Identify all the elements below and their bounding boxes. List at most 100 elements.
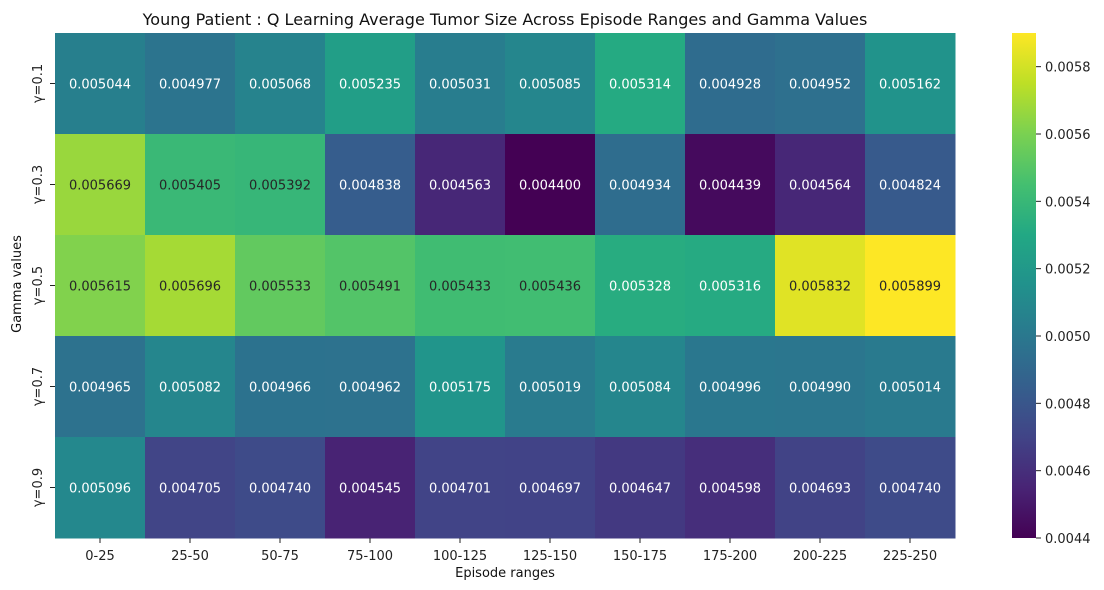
cell-value-label: 0.004563 — [429, 179, 491, 194]
heatmap-cells: 0.005044 0.004977 0.005068 0.005235 0.005031… — [55, 33, 956, 539]
chart-title: Young Patient : Q Learning Average Tumor… — [142, 10, 868, 29]
heatmap-cell — [775, 336, 866, 438]
cell-value-label: 0.005491 — [339, 280, 401, 295]
colorbar-tick-label: 0.0056 — [1045, 128, 1091, 143]
x-tick-label: 50-75 — [261, 549, 299, 564]
heatmap-cell — [415, 33, 506, 135]
cell-value-label: 0.005696 — [159, 280, 221, 295]
colorbar-tick-label: 0.0054 — [1045, 195, 1091, 210]
x-tick-label: 75-100 — [347, 549, 393, 564]
cell-value-label: 0.004439 — [699, 179, 761, 194]
colorbar — [1012, 33, 1036, 538]
heatmap-cell — [595, 33, 686, 135]
heatmap-cell — [415, 235, 506, 337]
heatmap-cell — [415, 134, 506, 236]
y-tick-label: γ=0.3 — [31, 165, 46, 204]
cell-value-label: 0.005175 — [429, 381, 491, 396]
heatmap-cell — [145, 235, 236, 337]
x-tick-label: 0-25 — [85, 549, 115, 564]
x-tick-label: 150-175 — [613, 549, 667, 564]
cell-value-label: 0.004966 — [249, 381, 311, 396]
cell-value-label: 0.004697 — [519, 482, 581, 497]
cell-value-label: 0.005014 — [879, 381, 941, 396]
cell-value-label: 0.005235 — [339, 78, 401, 93]
heatmap-cell — [865, 134, 956, 236]
y-axis-ticks: γ=0.1 γ=0.3 γ=0.5 γ=0.7 γ=0.9 — [31, 64, 55, 507]
cell-value-label: 0.005084 — [609, 381, 671, 396]
heatmap-cell — [685, 33, 776, 135]
colorbar-tick-label: 0.0048 — [1045, 397, 1091, 412]
cell-value-label: 0.005615 — [69, 280, 131, 295]
heatmap-cell — [55, 235, 146, 337]
heatmap-cell — [145, 437, 236, 539]
cell-value-label: 0.004705 — [159, 482, 221, 497]
cell-value-label: 0.005044 — [69, 78, 131, 93]
heatmap-cell — [505, 33, 596, 135]
cell-value-label: 0.005019 — [519, 381, 581, 396]
heatmap-cell — [595, 437, 686, 539]
cell-value-label: 0.005433 — [429, 280, 491, 295]
cell-value-label: 0.005082 — [159, 381, 221, 396]
cell-value-label: 0.005899 — [879, 280, 941, 295]
heatmap-cell — [505, 134, 596, 236]
x-tick-label: 25-50 — [171, 549, 209, 564]
cell-value-label: 0.005436 — [519, 280, 581, 295]
x-tick-label: 200-225 — [793, 549, 847, 564]
x-tick-label: 225-250 — [883, 549, 937, 564]
cell-value-label: 0.005405 — [159, 179, 221, 194]
cell-value-label: 0.004965 — [69, 381, 131, 396]
heatmap-cell — [55, 336, 146, 438]
heatmap-cell — [595, 235, 686, 337]
heatmap-cell — [415, 336, 506, 438]
cell-value-label: 0.005085 — [519, 78, 581, 93]
heatmap-cell — [235, 33, 326, 135]
x-tick-label: 100-125 — [433, 549, 487, 564]
heatmap-cell — [145, 33, 236, 135]
heatmap-cell — [865, 437, 956, 539]
cell-value-label: 0.005533 — [249, 280, 311, 295]
x-tick-label: 125-150 — [523, 549, 577, 564]
cell-value-label: 0.004400 — [519, 179, 581, 194]
heatmap-cell — [505, 437, 596, 539]
heatmap-cell — [865, 235, 956, 337]
heatmap-cell — [775, 33, 866, 135]
cell-value-label: 0.004647 — [609, 482, 671, 497]
heatmap-cell — [235, 437, 326, 539]
heatmap-cell — [55, 33, 146, 135]
cell-value-label: 0.005832 — [789, 280, 851, 295]
cell-value-label: 0.005096 — [69, 482, 131, 497]
y-axis-label: Gamma values — [10, 235, 25, 333]
cell-value-label: 0.005162 — [879, 78, 941, 93]
cell-value-label: 0.004928 — [699, 78, 761, 93]
cell-value-label: 0.004977 — [159, 78, 221, 93]
heatmap-cell — [325, 336, 416, 438]
cell-value-label: 0.005031 — [429, 78, 491, 93]
cell-value-label: 0.004952 — [789, 78, 851, 93]
cell-value-label: 0.004838 — [339, 179, 401, 194]
heatmap-cell — [325, 437, 416, 539]
cell-value-label: 0.005068 — [249, 78, 311, 93]
cell-value-label: 0.005328 — [609, 280, 671, 295]
cell-value-label: 0.004740 — [879, 482, 941, 497]
cell-value-label: 0.005669 — [69, 179, 131, 194]
heatmap-cell — [685, 437, 776, 539]
heatmap-cell — [235, 134, 326, 236]
heatmap-cell — [55, 134, 146, 236]
heatmap-cell — [505, 235, 596, 337]
heatmap-cell — [325, 33, 416, 135]
heatmap-cell — [775, 235, 866, 337]
cell-value-label: 0.004990 — [789, 381, 851, 396]
cell-value-label: 0.004962 — [339, 381, 401, 396]
cell-value-label: 0.004545 — [339, 482, 401, 497]
colorbar-ticks: 0.0044 0.0046 0.0048 0.0050 0.0052 0.0054 0.00… — [1036, 61, 1091, 547]
heatmap-cell — [145, 134, 236, 236]
cell-value-label: 0.004934 — [609, 179, 671, 194]
heatmap-cell — [415, 437, 506, 539]
cell-value-label: 0.004824 — [879, 179, 941, 194]
cell-value-label: 0.004740 — [249, 482, 311, 497]
y-tick-label: γ=0.7 — [31, 367, 46, 406]
heatmap-cell — [55, 437, 146, 539]
heatmap-cell — [685, 336, 776, 438]
